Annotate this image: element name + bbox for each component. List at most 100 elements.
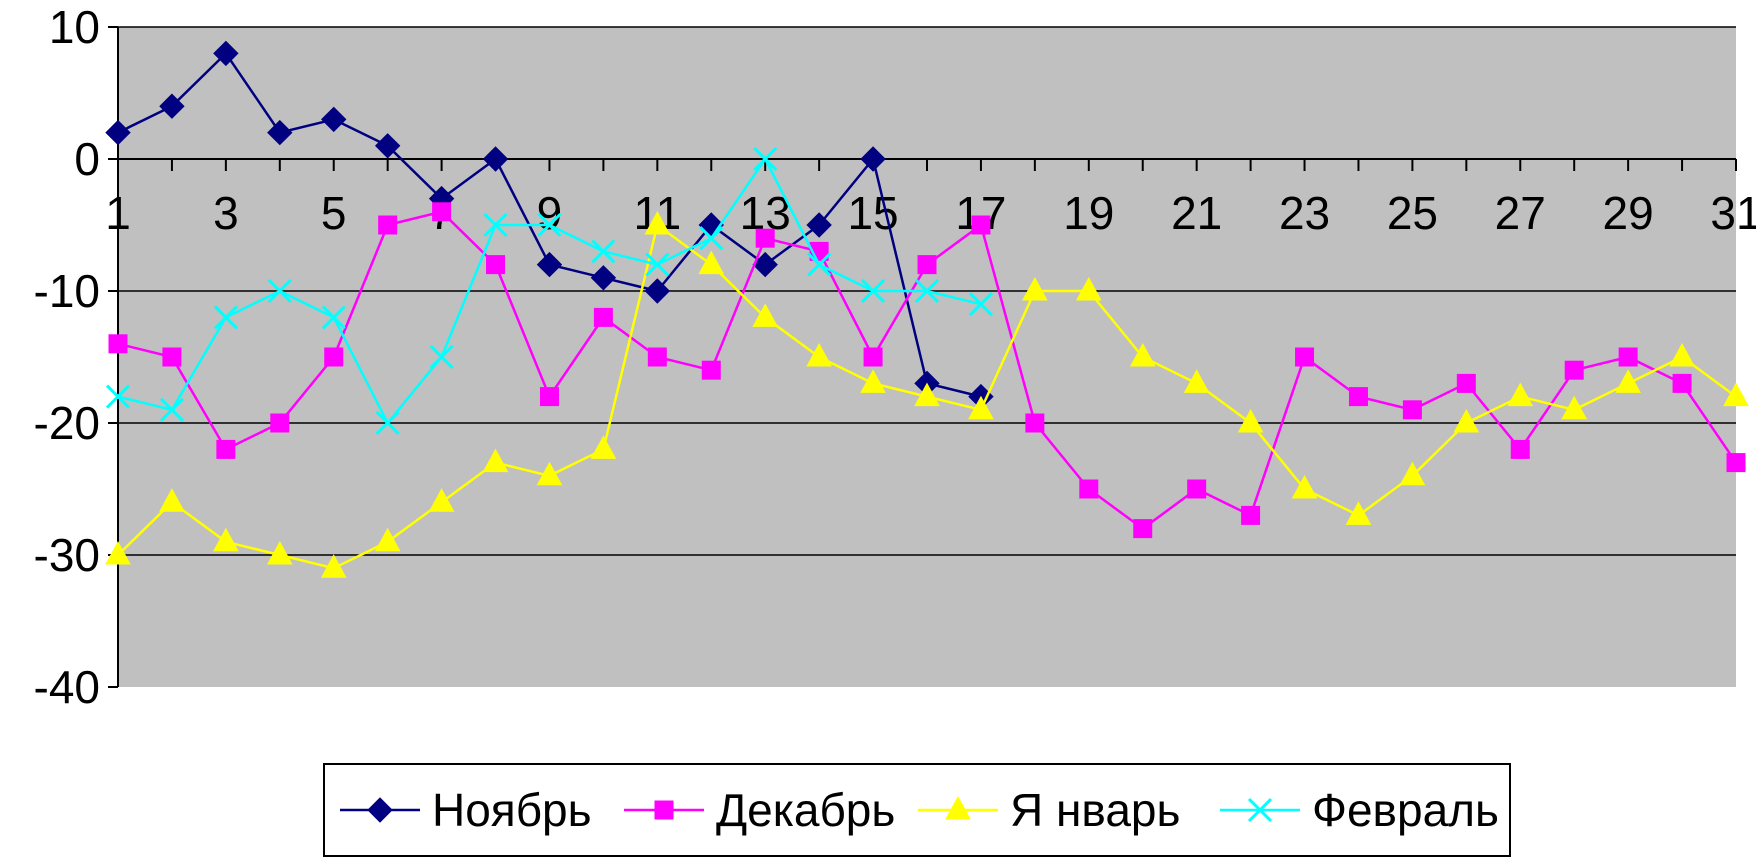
data-point [432, 202, 452, 222]
data-point [1399, 461, 1426, 486]
data-point [1453, 408, 1480, 433]
data-point [375, 410, 400, 436]
data-point [537, 212, 562, 238]
legend-item: Декабрь [624, 784, 895, 836]
series-2 [108, 202, 1746, 539]
legend-label: Декабрь [716, 784, 895, 836]
x-tick-label: 5 [321, 187, 347, 239]
data-point [914, 382, 940, 407]
series-3 [105, 210, 1749, 578]
data-point [1291, 474, 1318, 499]
x-tick-label: 9 [537, 187, 563, 239]
data-point [105, 384, 131, 409]
data-point [807, 252, 832, 277]
data-point [324, 347, 344, 367]
data-point [486, 255, 506, 275]
data-point [1564, 360, 1584, 380]
data-point [536, 251, 563, 278]
data-point [1079, 479, 1099, 499]
data-point [1241, 505, 1261, 525]
data-point [806, 212, 832, 238]
data-point [159, 397, 184, 422]
data-point [536, 461, 563, 486]
data-point [321, 106, 347, 133]
data-point [270, 413, 290, 433]
data-point [645, 252, 670, 277]
legend-item: Февраль [1220, 784, 1499, 836]
data-point [647, 347, 667, 367]
data-point [1075, 276, 1102, 301]
data-point [1726, 453, 1746, 473]
legend-box [323, 763, 1511, 857]
legend-marker [367, 797, 393, 823]
data-point [159, 488, 185, 512]
data-point [590, 265, 617, 291]
data-point [213, 305, 238, 330]
data-point [1187, 479, 1207, 499]
data-point [861, 278, 886, 304]
data-point [701, 360, 721, 380]
data-point [105, 540, 131, 565]
data-point [806, 342, 832, 367]
data-point [1025, 413, 1045, 433]
data-point [267, 278, 292, 304]
data-point [1510, 439, 1530, 459]
data-point [320, 554, 347, 578]
x-tick-label: 27 [1495, 187, 1546, 239]
legend-label: Февраль [1312, 784, 1499, 836]
data-point [213, 527, 239, 552]
legend-item: Ноябрь [340, 784, 592, 836]
x-tick-label: 29 [1603, 187, 1654, 239]
data-point [593, 307, 613, 327]
data-point [698, 250, 725, 275]
data-point [1183, 369, 1210, 393]
data-point [753, 146, 778, 172]
x-tick-label: 21 [1171, 187, 1222, 239]
data-point [216, 439, 236, 459]
data-point [1615, 369, 1641, 393]
data-point [428, 488, 455, 512]
data-point [374, 527, 401, 552]
data-point [968, 395, 994, 420]
data-point [159, 93, 185, 119]
data-point [1402, 400, 1422, 420]
legend: Ноябрь Декабрь Я нварь Февраль [323, 763, 1511, 857]
y-tick-label: 10 [49, 1, 100, 53]
series-group [105, 40, 1749, 578]
x-tick-label: 31 [1710, 187, 1756, 239]
y-tick-label: -10 [34, 265, 100, 317]
data-point [1348, 387, 1368, 407]
data-point [1456, 373, 1476, 393]
data-point [321, 305, 346, 330]
data-point [644, 210, 671, 235]
x-tick-label: 25 [1387, 187, 1438, 239]
legend-marker [945, 795, 971, 820]
data-point [267, 119, 293, 146]
series-1 [105, 40, 994, 410]
data-point [213, 40, 239, 67]
data-point [860, 146, 886, 172]
data-point [482, 146, 509, 172]
data-point [539, 387, 559, 407]
data-point [1561, 395, 1588, 420]
data-point [971, 215, 991, 235]
data-point [1133, 519, 1153, 539]
data-point [590, 435, 617, 459]
data-point [752, 303, 779, 327]
x-tick-label: 19 [1063, 187, 1114, 239]
data-point [1345, 501, 1372, 525]
data-point [1669, 342, 1695, 367]
data-point [483, 212, 508, 238]
y-tick-label: -20 [34, 397, 100, 449]
legend-marker [1247, 797, 1273, 823]
data-point [914, 278, 940, 304]
data-point [162, 347, 182, 367]
x-tick-label: 23 [1279, 187, 1330, 239]
data-point [1723, 382, 1749, 407]
data-point [378, 215, 398, 235]
data-point [1022, 276, 1048, 301]
legend-label: Ноябрь [432, 784, 592, 836]
data-point [863, 347, 883, 367]
